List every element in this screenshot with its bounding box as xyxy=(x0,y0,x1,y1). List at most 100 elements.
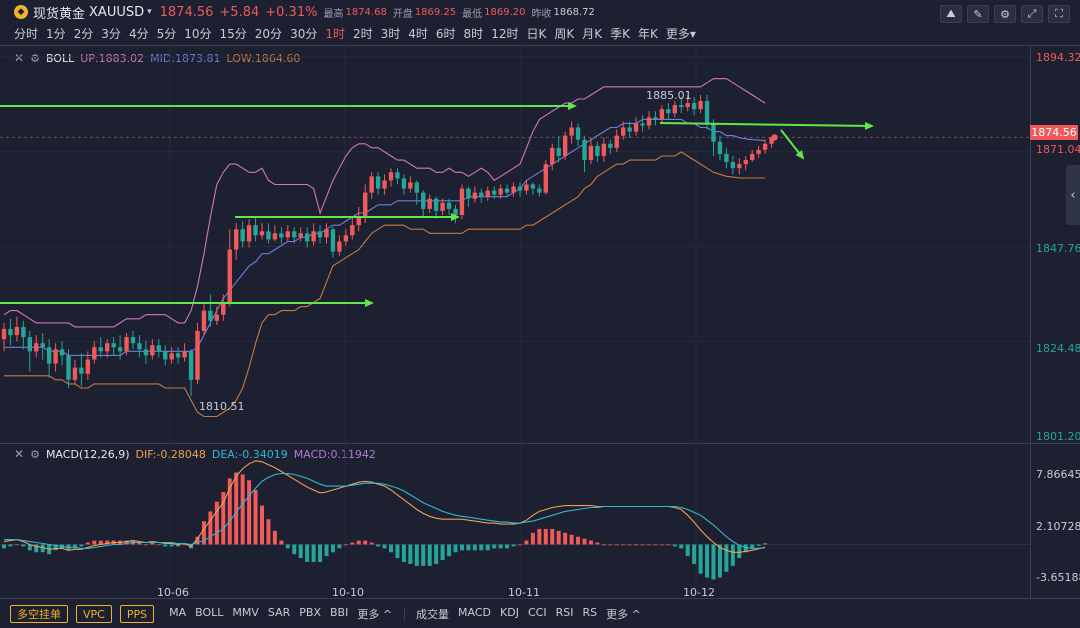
period-tab[interactable]: 30分 xyxy=(290,27,318,41)
macd-dea: DEA:-0.34019 xyxy=(211,447,288,461)
period-tab[interactable]: 4时 xyxy=(408,27,428,41)
macd-bar xyxy=(369,542,374,545)
period-tab[interactable]: 3分 xyxy=(101,27,121,41)
main-indicator-button[interactable]: 更多 ^ xyxy=(357,608,393,621)
period-tab[interactable]: 月K xyxy=(582,27,603,41)
candle-body xyxy=(8,328,13,336)
boll-name: BOLL xyxy=(45,51,75,65)
period-tab[interactable]: 季K xyxy=(610,27,630,41)
period-tab[interactable]: 1时 xyxy=(325,27,345,41)
symbol-header: ◆ 现货黄金 XAUUSD ▾ 1874.56 +5.84 +0.31% 最高 … xyxy=(0,0,1080,24)
vpc-button[interactable]: VPC xyxy=(76,605,112,623)
period-tab[interactable]: 2分 xyxy=(73,27,94,41)
candle-body xyxy=(272,233,278,240)
main-indicator-button[interactable]: SAR xyxy=(267,606,291,619)
macd-bar xyxy=(182,544,187,546)
boll-mid-line xyxy=(4,118,766,356)
period-tab[interactable]: 2时 xyxy=(352,27,373,41)
sub-indicator-button[interactable]: RS xyxy=(582,606,598,619)
candle-body xyxy=(195,330,200,380)
macd-bar xyxy=(750,544,755,549)
candle-body xyxy=(614,135,619,148)
main-indicator-button[interactable]: BOLL xyxy=(195,606,224,619)
boll-legend: ✕ ⚙ BOLL UP:1883.02 MID:1873.81 LOW:1864… xyxy=(14,51,300,65)
candle-body xyxy=(608,143,613,148)
chart-style-icon[interactable]: ⛰ xyxy=(940,5,962,23)
macd-bar xyxy=(550,528,555,545)
collapse-panel-icon[interactable]: ‹ xyxy=(1066,165,1080,225)
main-indicator-button[interactable]: MMV xyxy=(232,606,259,619)
macd-bar xyxy=(214,501,219,545)
symbol-dropdown-icon[interactable]: ▾ xyxy=(147,7,152,17)
candle-body xyxy=(395,172,400,179)
fullscreen-icon[interactable]: ⛶ xyxy=(1048,5,1070,23)
sub-indicator-button[interactable]: 更多 ^ xyxy=(606,608,641,621)
price-chart[interactable]: 1885.01 1810.51 xyxy=(0,45,1030,598)
macd-bar xyxy=(453,544,458,553)
candle-body xyxy=(575,127,581,140)
macd-bar xyxy=(524,540,529,545)
last-price: 1874.56 xyxy=(159,4,214,20)
main-indicator-button[interactable]: BBI xyxy=(329,606,349,619)
draw-tool-icon[interactable]: ✎ xyxy=(967,5,989,23)
candle-body xyxy=(633,123,639,132)
candle-body xyxy=(363,192,368,218)
period-tab[interactable]: 周K xyxy=(554,27,575,41)
sub-indicator-button[interactable]: KDJ xyxy=(500,606,519,619)
symbol-code[interactable]: XAUUSD xyxy=(89,4,145,20)
main-indicator-button[interactable]: MA xyxy=(169,606,187,619)
candle-body xyxy=(730,162,736,169)
pps-button[interactable]: PPS xyxy=(119,605,155,623)
macd-bar xyxy=(34,544,39,553)
period-tab[interactable]: 5分 xyxy=(156,27,177,41)
close-macd-icon[interactable]: ✕ xyxy=(14,447,25,461)
period-tab[interactable]: 20分 xyxy=(254,27,283,41)
macd-bar xyxy=(634,544,639,546)
period-tab[interactable]: 1分 xyxy=(46,27,66,41)
macd-settings-icon[interactable]: ⚙ xyxy=(30,447,40,461)
y-label: 1894.32 xyxy=(1036,51,1080,64)
period-tab[interactable]: 6时 xyxy=(435,27,456,41)
period-tab[interactable]: 分时 xyxy=(14,27,39,41)
period-tab[interactable]: 12时 xyxy=(491,27,519,41)
macd-bar xyxy=(266,519,271,545)
period-tab[interactable]: 更多▾ xyxy=(665,27,696,41)
sub-indicator-button[interactable]: CCI xyxy=(527,606,547,619)
macd-bar xyxy=(608,544,613,546)
price-change: +5.84 xyxy=(219,4,260,20)
candle-body xyxy=(472,192,478,199)
sub-indicator-button[interactable]: MACD xyxy=(458,606,492,619)
candle-body xyxy=(524,184,529,191)
candle-body xyxy=(292,231,297,238)
expand-icon[interactable]: ⤢ xyxy=(1021,5,1043,23)
sub-indicator-button[interactable]: 成交量 xyxy=(416,608,450,621)
macd-bar xyxy=(588,540,593,545)
order-button[interactable]: 多空挂单 xyxy=(10,605,68,623)
macd-bar xyxy=(408,544,413,564)
macd-bar xyxy=(705,544,710,578)
candle-body xyxy=(221,302,226,315)
main-indicator-button[interactable]: PBX xyxy=(299,606,321,619)
period-tab[interactable]: 4分 xyxy=(128,27,149,41)
sub-indicator-button[interactable]: RSI xyxy=(555,606,574,619)
symbol-name[interactable]: 现货黄金 xyxy=(33,6,86,22)
candle-body xyxy=(324,229,329,238)
indicator-settings-icon[interactable]: ⚙ xyxy=(30,51,40,65)
candle-body xyxy=(253,225,258,236)
close-indicator-icon[interactable]: ✕ xyxy=(14,51,25,65)
period-tab[interactable]: 8时 xyxy=(463,27,484,41)
macd-bar xyxy=(227,478,232,545)
macd-bar xyxy=(298,544,303,559)
trend-arrow xyxy=(780,129,805,160)
period-tab[interactable]: 3时 xyxy=(380,27,401,41)
settings-icon[interactable]: ⚙ xyxy=(994,5,1016,23)
candle-body xyxy=(124,337,129,352)
period-tab[interactable]: 15分 xyxy=(219,27,247,41)
macd-bar xyxy=(311,544,316,562)
candle-body xyxy=(601,143,607,156)
period-tab[interactable]: 年K xyxy=(637,27,658,41)
candle-body xyxy=(511,186,516,193)
candle-body xyxy=(698,101,703,110)
period-tab[interactable]: 10分 xyxy=(184,27,212,41)
period-tab[interactable]: 日K xyxy=(526,27,547,41)
